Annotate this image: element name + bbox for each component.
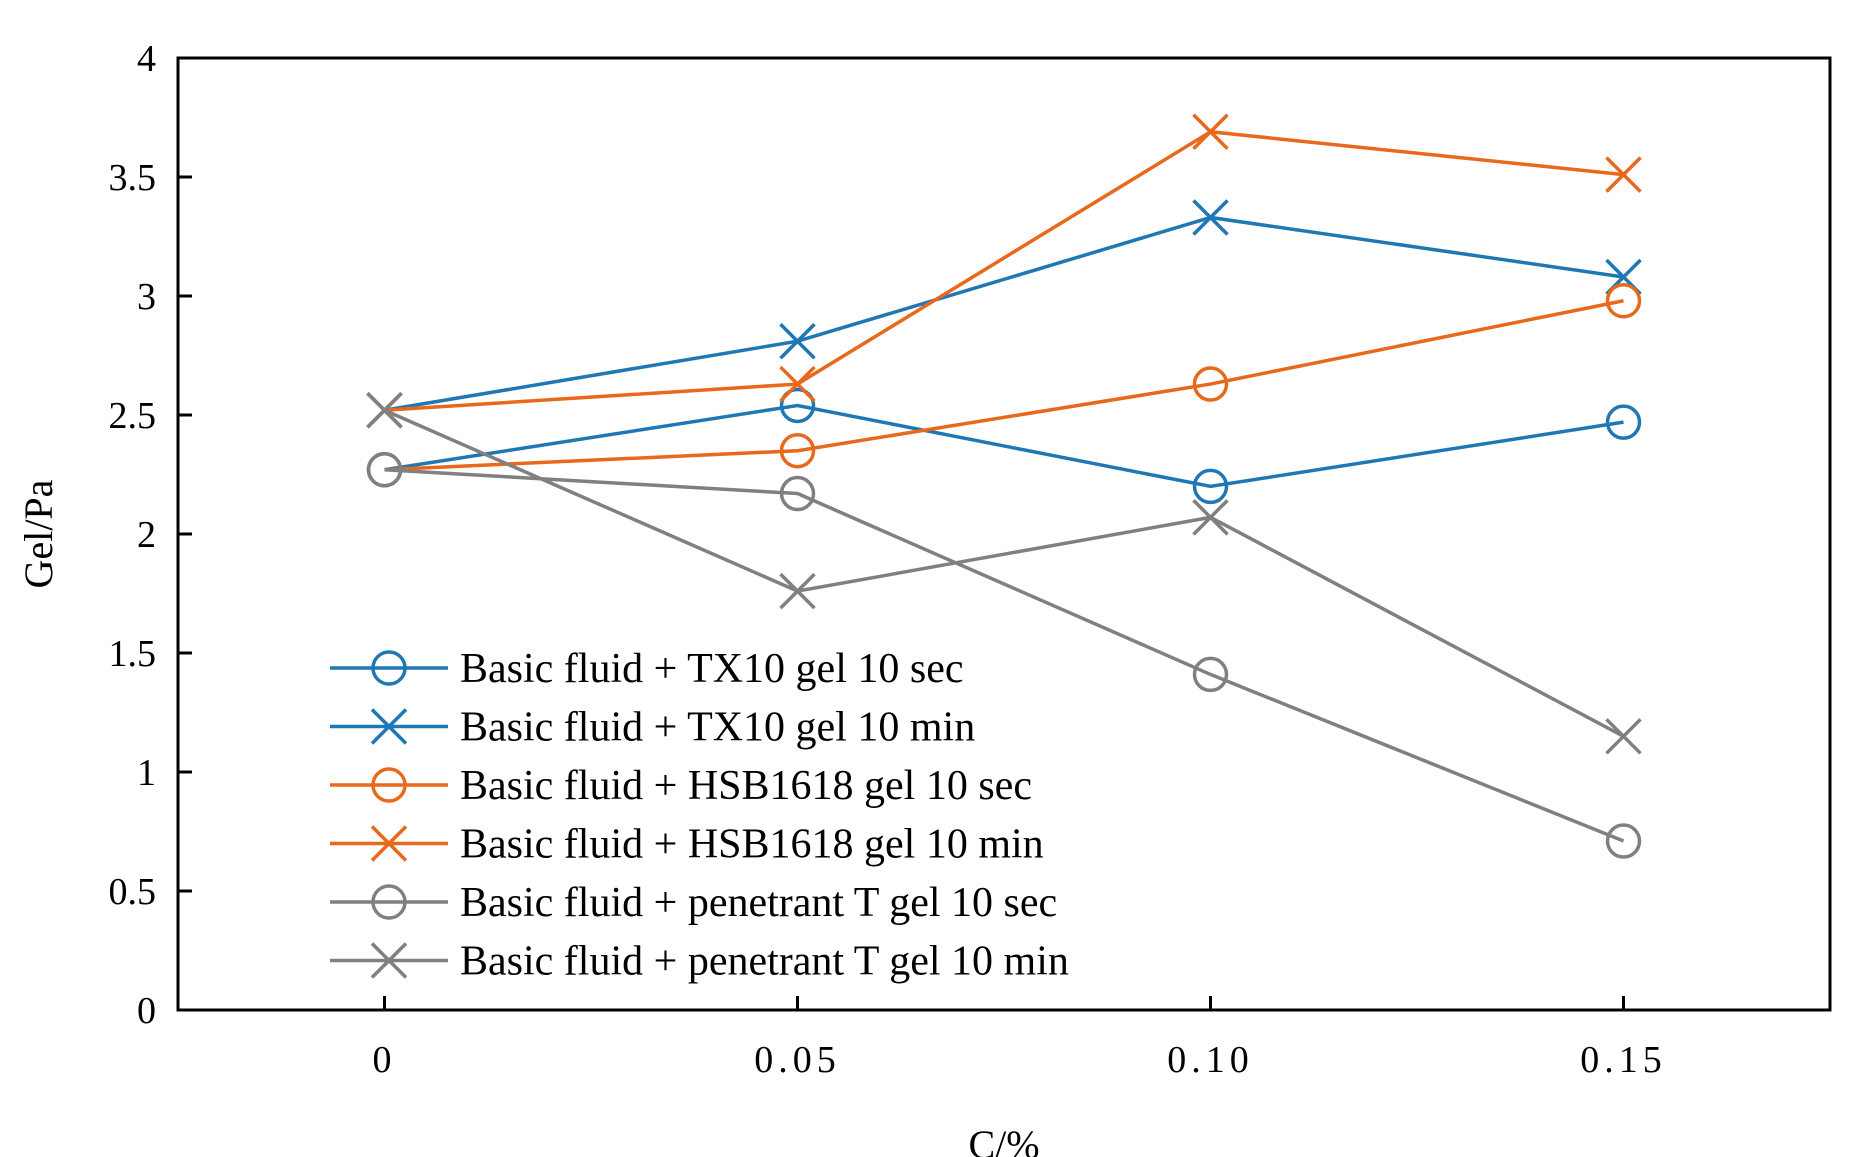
y-axis-ticks: 0 0.5 1 1.5 2 2.5 3 3.5 4 — [109, 38, 192, 1032]
legend-entry: Basic fluid + HSB1618 gel 10 min — [330, 822, 1044, 868]
data-point — [1192, 199, 1229, 236]
x-tick-label: 0.15 — [1580, 1039, 1667, 1081]
x-tick-label: 0 — [373, 1039, 397, 1081]
data-point — [1605, 156, 1642, 193]
series-line — [384, 403, 1624, 489]
y-tick-label: 2 — [137, 514, 156, 556]
y-tick-label: 0 — [137, 990, 156, 1032]
legend-entry: Basic fluid + TX10 gel 10 sec — [330, 646, 964, 692]
y-tick-label: 2.5 — [109, 395, 157, 437]
legend-swatch-marker — [371, 767, 407, 803]
legend-label: Basic fluid + TX10 gel 10 sec — [460, 646, 964, 692]
legend-swatch-marker — [371, 650, 407, 686]
legend-entry: Basic fluid + penetrant T gel 10 min — [330, 939, 1069, 985]
legend-label: Basic fluid + HSB1618 gel 10 sec — [460, 763, 1032, 809]
series-line — [384, 215, 1624, 412]
legend-label: Basic fluid + TX10 gel 10 min — [460, 705, 975, 751]
series-line — [384, 299, 1624, 472]
x-axis-title: C/% — [968, 1122, 1039, 1157]
legend-swatch-marker — [370, 942, 408, 979]
y-tick-label: 4 — [137, 38, 156, 80]
data-point — [779, 322, 816, 360]
data-point — [1192, 366, 1229, 402]
series-6 — [366, 392, 1642, 755]
data-point — [1605, 283, 1642, 319]
legend-label: Basic fluid + penetrant T gel 10 min — [460, 939, 1069, 985]
y-tick-label: 3.5 — [109, 157, 157, 199]
y-tick-label: 3 — [137, 276, 156, 318]
series-3 — [366, 283, 1642, 488]
legend-entry: Basic fluid + TX10 gel 10 min — [330, 705, 975, 751]
y-tick-label: 1 — [137, 752, 156, 794]
legend-swatch-marker — [370, 825, 408, 862]
legend-swatch-marker — [371, 884, 407, 920]
data-point — [779, 432, 816, 469]
data-point — [779, 365, 816, 403]
data-point — [1605, 823, 1642, 859]
series-line — [384, 467, 1625, 843]
data-point — [1192, 656, 1229, 693]
y-axis-title: Gel/Pa — [16, 479, 61, 588]
data-point — [366, 451, 403, 488]
data-point — [779, 475, 816, 512]
data-point — [779, 572, 816, 610]
legend: Basic fluid + TX10 gel 10 sec Basic fluid… — [330, 646, 1069, 985]
series-line — [383, 408, 1625, 738]
data-point — [1192, 113, 1229, 151]
legend-entry: Basic fluid + HSB1618 gel 10 sec — [330, 763, 1032, 809]
data-point — [779, 387, 816, 424]
data-point — [366, 392, 403, 429]
data-point — [1605, 404, 1642, 440]
legend-swatch-marker — [370, 708, 408, 745]
x-tick-label: 0.10 — [1167, 1039, 1254, 1081]
legend-label: Basic fluid + penetrant T gel 10 sec — [460, 880, 1057, 926]
series-2 — [366, 199, 1642, 429]
series-group — [366, 113, 1642, 859]
y-tick-label: 1.5 — [109, 633, 157, 675]
data-point — [1605, 718, 1642, 755]
series-5 — [366, 451, 1642, 859]
data-point — [1192, 499, 1229, 536]
data-point — [1192, 468, 1229, 505]
legend-entry: Basic fluid + penetrant T gel 10 sec — [330, 880, 1057, 926]
x-tick-label: 0.05 — [754, 1039, 841, 1081]
y-tick-label: 0.5 — [109, 871, 157, 913]
series-line — [384, 129, 1624, 412]
x-axis-ticks: 0 0.05 0.10 0.15 — [373, 996, 1667, 1081]
legend-label: Basic fluid + HSB1618 gel 10 min — [460, 822, 1044, 868]
